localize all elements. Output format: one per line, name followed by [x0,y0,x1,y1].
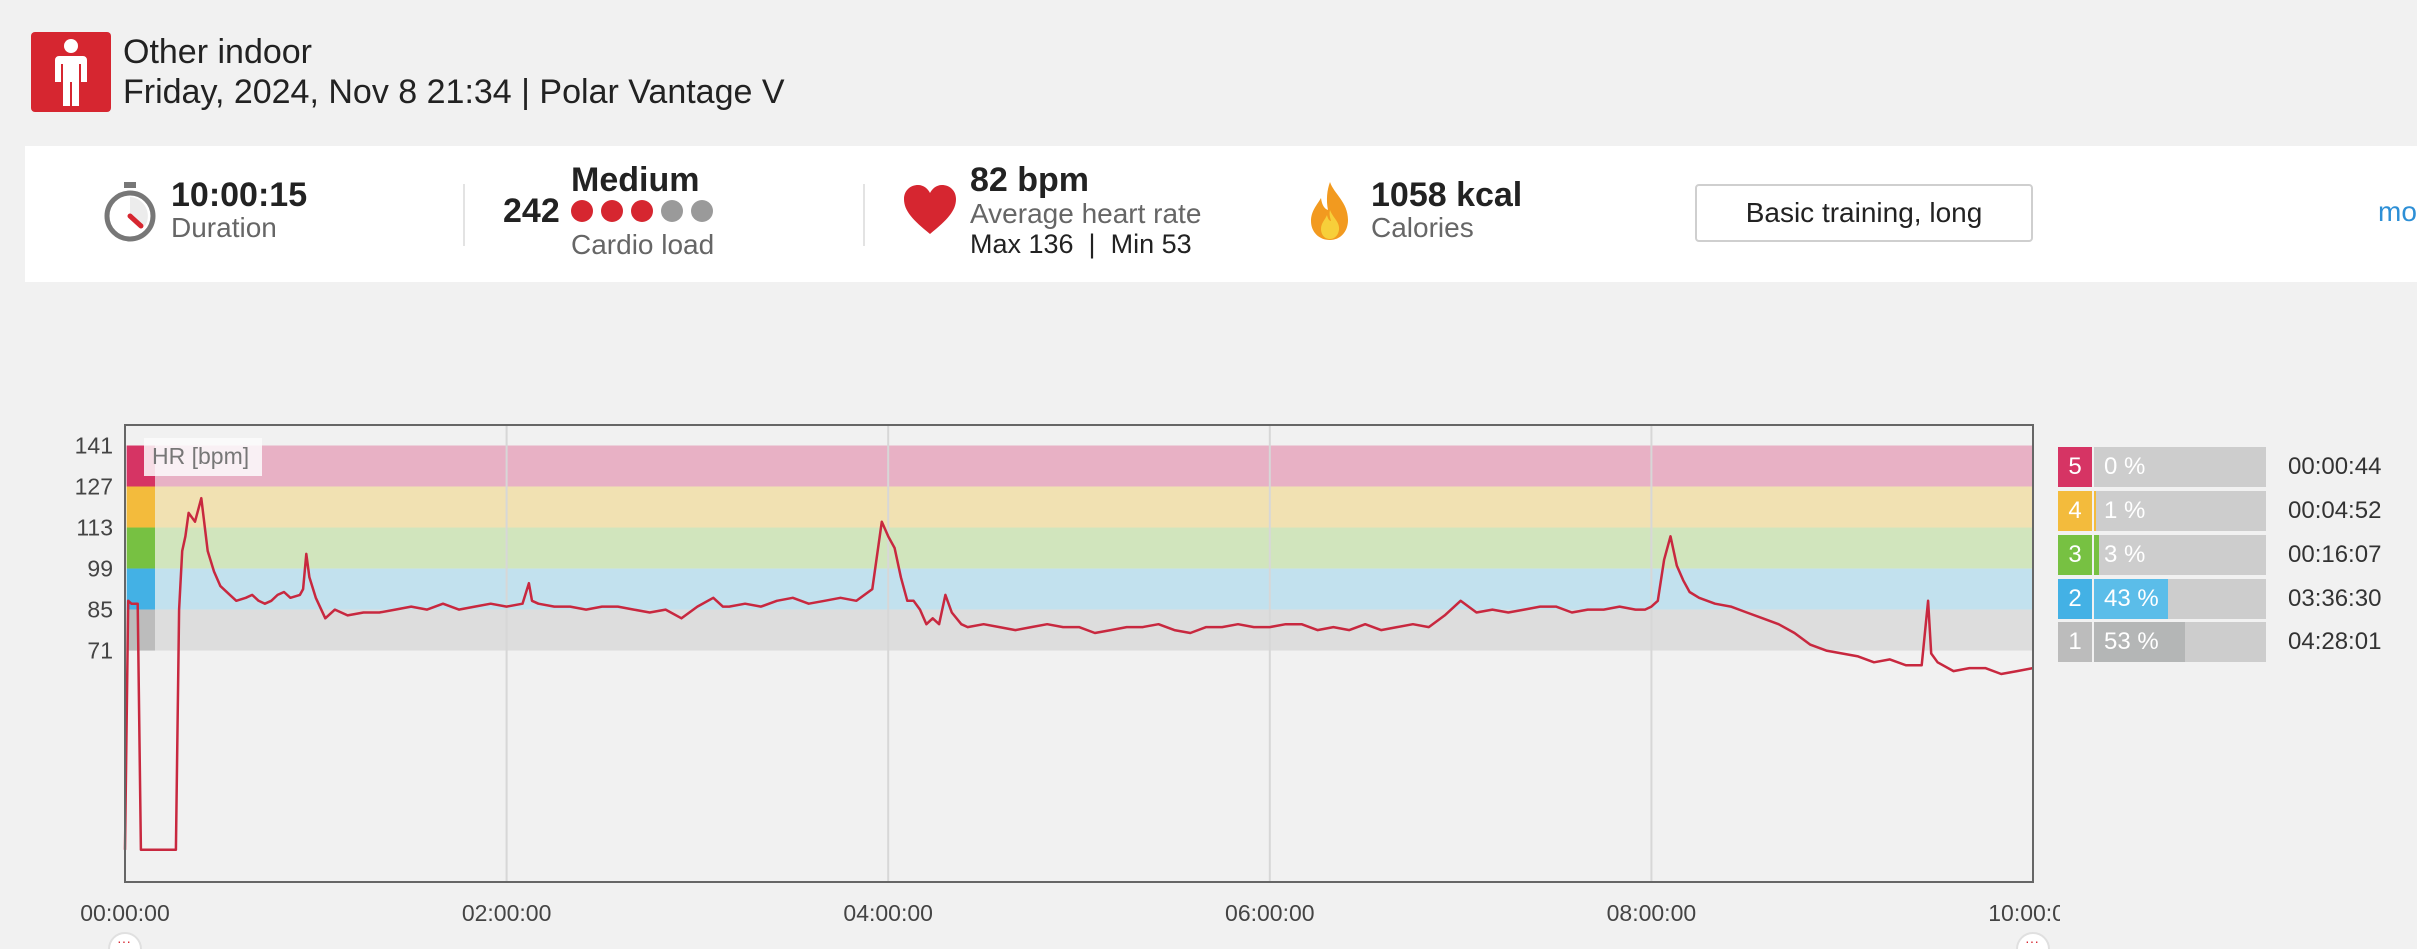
zone-percent-label: 1 % [2104,497,2146,524]
zone-percent-fill [2094,491,2096,531]
y-tick-label: 71 [87,638,113,664]
zone-time: 03:36:30 [2288,585,2382,612]
heart-icon [904,185,956,234]
hr-zone-band-5 [125,445,2033,487]
zone-percent-bar: 1 % [2094,491,2266,531]
zone-percent-bar: 0 % [2094,447,2266,487]
zone-percent-label: 53 % [2104,628,2159,655]
cardio-load-dot [601,200,623,222]
zone-percent-bar: 43 % [2094,579,2266,619]
zone-percent-fill [2094,535,2100,575]
x-tick-label: 00:00:00 [80,900,170,926]
zone-number: 5 [2058,447,2092,487]
zone-percent-label: 43 % [2104,585,2159,612]
calories-value: 1058 kcal [1371,176,1523,214]
zone-time: 04:28:01 [2288,628,2382,655]
cardio-load-dot [661,200,683,222]
zone-percent-fill [2094,622,2186,662]
hr-zone-band-2 [125,568,2033,610]
zone-percent-bar: 3 % [2094,535,2266,575]
zone-number: 1 [2058,622,2092,662]
cardio-load-dots [571,200,721,227]
hr-zone-marker-3 [127,527,155,569]
sport-icon [31,32,111,112]
zone-row-2: 2 43 % [2058,579,2266,619]
y-tick-label: 127 [75,474,113,500]
cardio-load-level: Medium [571,161,700,199]
x-tick-label: 04:00:00 [843,900,933,926]
zone-time: 00:04:52 [2288,497,2382,524]
y-tick-label: 85 [87,597,113,623]
hr-legend-box [144,438,262,476]
timeline-handle-right[interactable]: ··· [2016,932,2050,949]
heart-rate-value: 82 bpm [970,161,1090,199]
hr-zone-marker-4 [127,486,155,528]
zone-percent-label: 3 % [2104,541,2146,568]
heart-rate-label: Average heart rate [970,198,1202,229]
x-tick-label: 10:00:00 [1988,900,2060,926]
cardio-load-dot [631,200,653,222]
hr-zone-marker-1 [127,609,155,651]
stopwatch-icon [104,182,156,242]
calories-label: Calories [1371,212,1474,243]
x-tick-label: 02:00:00 [462,900,552,926]
hr-line [123,496,2034,852]
zone-row-4: 4 1 % [2058,491,2266,531]
zone-time: 00:00:44 [2288,453,2382,480]
exercise-subtitle: Friday, 2024, Nov 8 21:34 | Polar Vantag… [123,73,785,111]
zone-number: 3 [2058,535,2092,575]
summary-bar [25,146,2417,282]
timeline-handle-left[interactable]: ··· [108,932,142,949]
zone-number: 2 [2058,579,2092,619]
duration-label: Duration [171,212,277,243]
zone-percent-bar: 53 % [2094,622,2266,662]
hr-zone-band-3 [125,527,2033,569]
zone-row-5: 5 0 % [2058,447,2266,487]
zone-percent-fill [2094,579,2168,619]
more-link[interactable]: mo [2378,196,2417,227]
plot-frame [124,424,2034,883]
training-benefit-button[interactable]: Basic training, long [1695,184,2033,242]
x-tick-label: 08:00:00 [1607,900,1697,926]
zone-number: 4 [2058,491,2092,531]
heart-rate-max-min: Max 136 | Min 53 [970,229,1192,259]
summary-divider [863,184,865,246]
svg-text:···: ··· [117,933,131,949]
hr-zone-band-1 [125,609,2033,651]
zone-row-1: 1 53 % [2058,622,2266,662]
person-standing-icon [55,39,87,106]
y-tick-label: 113 [76,515,113,541]
zone-time: 00:16:07 [2288,541,2382,568]
cardio-load-dot [691,200,713,222]
svg-text:···: ··· [2025,933,2039,949]
hr-legend-label: HR [bpm] [152,443,249,469]
summary-divider [463,184,465,246]
cardio-load-label: Cardio load [571,229,715,260]
y-tick-label: 99 [87,556,113,582]
zone-percent-label: 0 % [2104,453,2146,480]
cardio-load-dot [571,200,593,222]
hr-zone-band-4 [125,486,2033,528]
flame-icon [1311,182,1348,240]
duration-value: 10:00:15 [171,176,308,214]
y-tick-label: 141 [75,433,113,459]
zone-row-3: 3 3 % [2058,535,2266,575]
x-tick-label: 06:00:00 [1225,900,1315,926]
exercise-title: Other indoor [123,33,312,71]
cardio-load-value: 242 [503,192,560,230]
hr-chart: 141 127 113 99 85 71 00:00:00 02:00:00 04:00:00… [75,424,2060,949]
